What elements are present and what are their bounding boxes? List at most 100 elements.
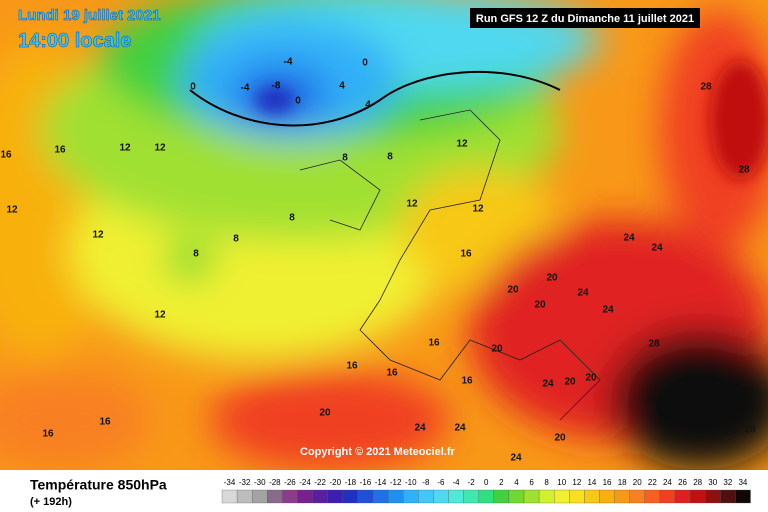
isotherm-label: 20: [564, 377, 576, 388]
isotherm-label: 20: [534, 300, 546, 311]
scale-swatch: [554, 489, 570, 504]
scale-label: 22: [648, 478, 657, 487]
isotherm-label: 28: [724, 427, 736, 438]
isotherm-label: 28: [700, 82, 712, 93]
scale-swatch: [644, 489, 661, 504]
isotherm-label: 24: [542, 379, 554, 390]
scale-label: -32: [239, 478, 251, 487]
scale-label: -4: [452, 478, 460, 487]
scale-swatch: [252, 489, 268, 504]
map-background: [0, 0, 768, 470]
isotherm-label: 8: [387, 152, 393, 163]
copyright: Copyright © 2021 Meteociel.fr: [300, 446, 456, 458]
scale-label: 28: [693, 478, 702, 487]
isotherm-label: 16: [461, 376, 473, 387]
scale-label: -18: [345, 478, 357, 487]
scale-swatch: [267, 489, 283, 504]
color-scale: -34 -32 -30 -28 -26 -24 -22 -20 -18 -16 -14 -12 -10-…: [221, 478, 751, 504]
scale-swatch: [689, 489, 706, 504]
scale-swatch: [387, 489, 404, 504]
scale-swatch: [403, 489, 419, 504]
scale-swatch: [418, 489, 434, 504]
scale-label: -26: [284, 478, 296, 487]
isotherm-label: 24: [651, 243, 663, 254]
scale-swatch: [659, 489, 676, 504]
isotherm-label: -4: [284, 57, 293, 68]
scale-swatch: [221, 489, 238, 504]
scale-swatch: [584, 489, 600, 504]
isotherm-label: 16: [460, 249, 472, 260]
legend-title: Température 850hPa: [30, 477, 167, 493]
scale-label: 30: [708, 478, 717, 487]
isotherm-label: 8: [342, 153, 348, 164]
isotherm-label: 0: [362, 58, 368, 69]
scale-swatch: [463, 489, 479, 504]
isotherm-label: 24: [602, 305, 614, 316]
scale-label: -16: [360, 478, 372, 487]
scale-label: -6: [437, 478, 445, 487]
isotherm-label: 16: [0, 150, 12, 161]
scale-label: 10: [557, 478, 566, 487]
isotherm-label: 20: [554, 433, 566, 444]
scale-swatch: [735, 489, 751, 504]
isotherm-label: 24: [577, 288, 589, 299]
map-labels: 0 -4 -8 0 -4 0 4 4 8 8 8 12 16 16 12 12 8 8 12 12 12 16 12 16 20…: [0, 57, 756, 464]
scale-label: 12: [572, 478, 581, 487]
date: Lundi 19 juillet 2021: [18, 7, 161, 24]
scale-label: 16: [603, 478, 612, 487]
isotherm-label: 4: [339, 81, 345, 92]
scale-swatch: [493, 489, 510, 504]
scale-swatch: [523, 489, 540, 504]
scale-label: -20: [329, 478, 341, 487]
isotherm-label: 24: [414, 423, 426, 434]
isotherm-label: -8: [272, 81, 281, 92]
scale-label: -12: [390, 478, 402, 487]
isotherm-label: 8: [193, 249, 199, 260]
scale-swatch: [327, 489, 343, 504]
isotherm-label: 28: [738, 165, 750, 176]
isotherm-label: 28: [648, 339, 660, 350]
scale-label: 20: [633, 478, 642, 487]
isotherm-label: 16: [428, 338, 440, 349]
isotherm-label: 20: [491, 344, 503, 355]
isotherm-label: 4: [365, 100, 371, 111]
scale-swatch: [629, 489, 645, 504]
isotherm-label: 16: [386, 368, 398, 379]
isotherm-label: 12: [92, 230, 104, 241]
scale-label: 18: [618, 478, 627, 487]
isotherm-label: 12: [6, 205, 18, 216]
isotherm-label: 12: [154, 310, 166, 321]
isotherm-label: 12: [154, 143, 166, 154]
scale-swatch: [508, 489, 525, 504]
scale-swatch: [357, 489, 374, 504]
isotherm-label: 20: [319, 408, 331, 419]
scale-label: -8: [422, 478, 430, 487]
isotherm-label: 16: [99, 417, 111, 428]
isotherm-label: 12: [472, 204, 484, 215]
scale-swatch: [569, 489, 585, 504]
scale-label: -34: [224, 478, 236, 487]
isotherm-label: 16: [346, 361, 358, 372]
scale-label: 4: [514, 478, 519, 487]
scale-swatch: [720, 489, 736, 504]
scale-swatch: [342, 489, 359, 504]
isotherm-label: 8: [289, 213, 295, 224]
scale-swatch: [538, 489, 555, 504]
scale-label: -2: [468, 478, 476, 487]
isotherm-label: 12: [456, 139, 468, 150]
isotherm-label: 0: [190, 82, 196, 93]
scale-swatch: [478, 489, 494, 504]
scale-label: 26: [678, 478, 687, 487]
scale-label: 14: [587, 478, 596, 487]
scale-swatch: [705, 489, 721, 504]
isotherm-label: 16: [54, 145, 66, 156]
time: 14:00 locale: [18, 30, 131, 52]
scale-label: -14: [375, 478, 387, 487]
scale-label: 32: [723, 478, 732, 487]
isotherm-label: 24: [623, 233, 635, 244]
scale-label: 8: [544, 478, 549, 487]
scale-label: 24: [663, 478, 672, 487]
scale-swatch: [448, 489, 464, 504]
isotherm-label: 12: [119, 143, 131, 154]
